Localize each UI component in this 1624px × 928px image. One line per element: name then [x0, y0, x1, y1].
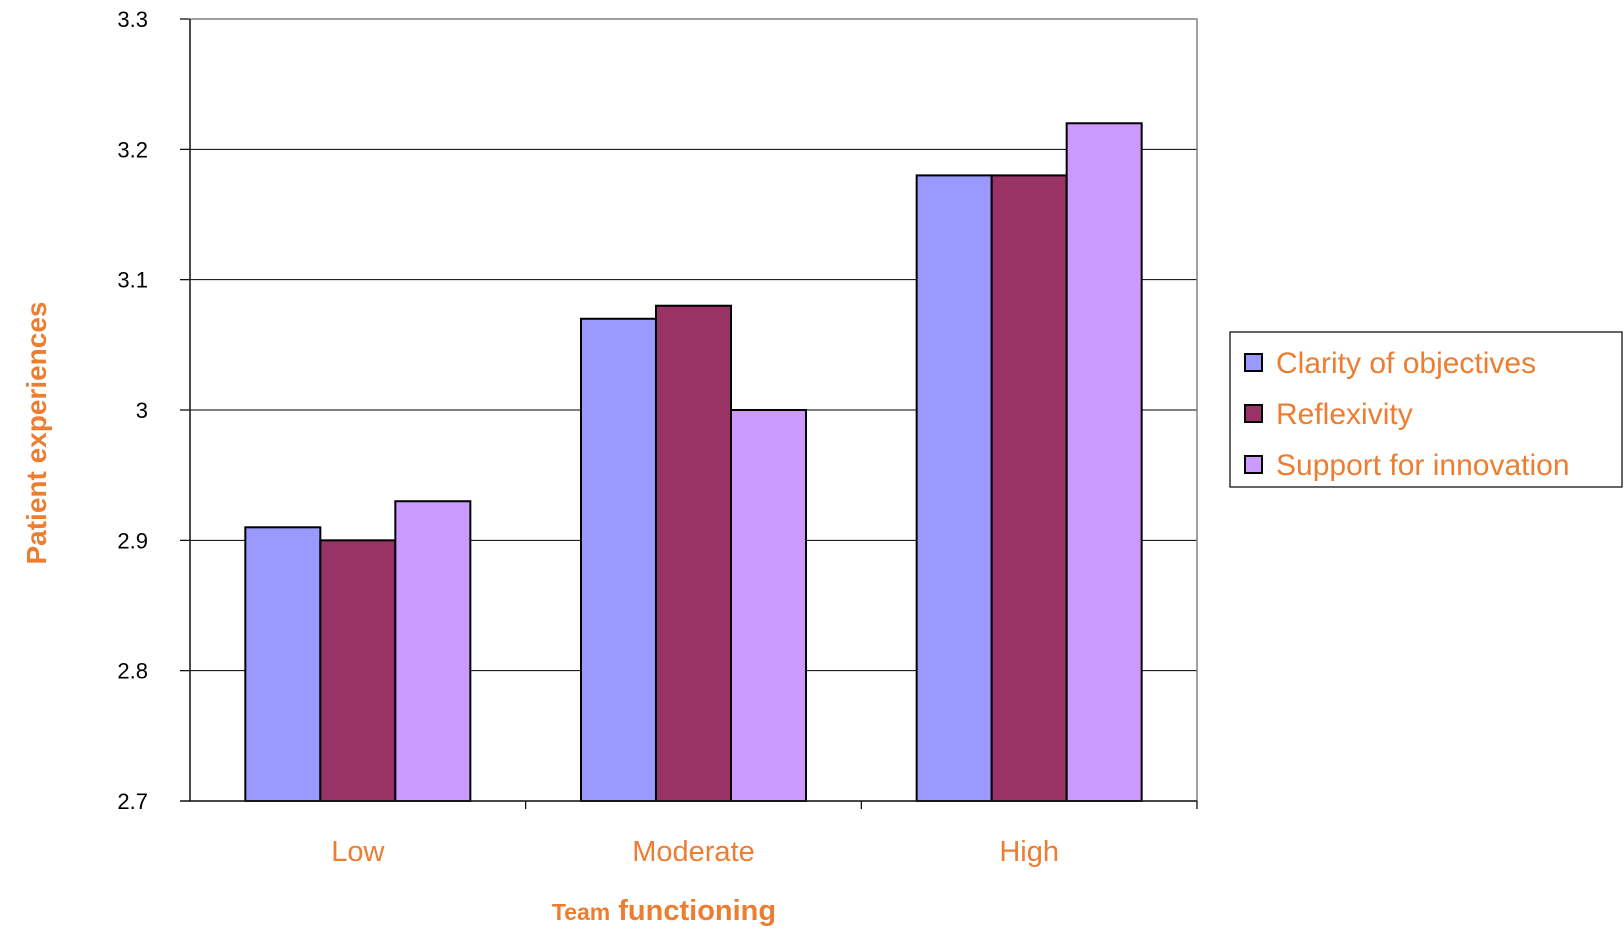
y-tick-label: 2.9 — [117, 528, 148, 553]
legend-label: Reflexivity — [1276, 398, 1413, 431]
bar-support-for-innovation-high — [1065, 122, 1143, 803]
y-tick-label: 3.1 — [117, 268, 148, 293]
y-axis-title: Patient experiences — [21, 301, 52, 564]
legend-box — [1229, 331, 1623, 488]
x-tick-label: High — [999, 836, 1059, 868]
bars — [244, 122, 1143, 803]
y-axis-ticks: 2.7 2.8 2.9 3 3.1 3.2 3.3 — [117, 7, 190, 814]
bar-clarity-of-objectives-moderate — [580, 317, 657, 802]
bar-reflexivity-high — [990, 174, 1068, 802]
x-axis-title-part2: functioning — [618, 895, 776, 927]
bar-reflexivity-low — [319, 539, 397, 802]
legend-swatch — [1244, 353, 1263, 372]
bar-clarity-of-objectives-high — [915, 174, 993, 802]
legend-label: Clarity of objectives — [1276, 347, 1536, 380]
x-axis-title: Team functioning — [552, 895, 776, 927]
x-tick-label: Moderate — [632, 836, 755, 868]
y-tick-label: 3 — [136, 398, 148, 423]
bar-support-for-innovation-moderate — [730, 409, 807, 802]
x-axis-ticks: Low Moderate High — [331, 801, 1198, 868]
x-tick-label: Low — [331, 836, 385, 868]
legend-swatch — [1244, 455, 1263, 474]
legend: Clarity of objectives Reflexivity Support … — [1229, 331, 1623, 488]
bar-support-for-innovation-low — [394, 500, 472, 802]
y-tick-label: 2.7 — [117, 789, 148, 814]
legend-label: Support for innovation — [1276, 449, 1570, 482]
bar-reflexivity-moderate — [655, 304, 732, 802]
y-tick-label: 2.8 — [117, 659, 148, 684]
y-tick-label: 3.2 — [117, 137, 148, 162]
x-axis-title-part1: Team — [552, 899, 610, 925]
y-tick-label: 3.3 — [117, 7, 148, 32]
axes — [180, 18, 1198, 802]
legend-swatch — [1244, 404, 1263, 423]
bar-clarity-of-objectives-low — [244, 526, 322, 802]
